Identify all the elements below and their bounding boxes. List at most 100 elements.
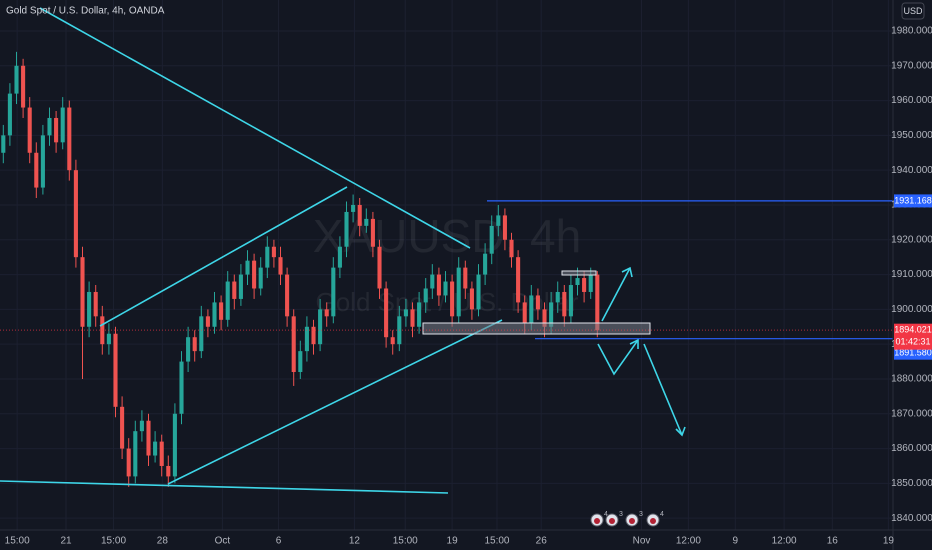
x-tick-label: 15:00 bbox=[484, 536, 509, 547]
x-tick-label: 6 bbox=[276, 536, 282, 547]
candle-body bbox=[291, 316, 296, 373]
candle-body bbox=[542, 309, 547, 327]
watermark: XAUUSD, 4h bbox=[313, 210, 581, 262]
candle-body bbox=[469, 288, 474, 310]
candle-body bbox=[232, 281, 237, 299]
candle-body bbox=[483, 253, 488, 275]
candle-body bbox=[417, 302, 422, 327]
trend-line bbox=[39, 7, 471, 249]
candle-body bbox=[271, 246, 276, 258]
drawings bbox=[0, 7, 686, 494]
x-tick-label: 12 bbox=[349, 536, 361, 547]
event-flag[interactable] bbox=[609, 518, 615, 524]
chart-title: Gold Spot / U.S. Dollar, 4h, OANDA bbox=[6, 6, 165, 17]
y-tick-label: 1880.000 bbox=[891, 374, 932, 385]
event-count[interactable]: 3 bbox=[619, 511, 623, 518]
y-tick-label: 1840.000 bbox=[891, 513, 932, 524]
candle-body bbox=[331, 267, 336, 317]
candle-body bbox=[496, 215, 501, 226]
candle-body bbox=[172, 413, 177, 477]
y-tick-label: 1970.000 bbox=[891, 60, 932, 71]
candle-body bbox=[225, 281, 230, 320]
candle-body bbox=[370, 218, 375, 247]
candle-body bbox=[337, 246, 342, 268]
zone-box bbox=[561, 270, 597, 276]
candle-body bbox=[80, 257, 85, 327]
arrow bbox=[597, 339, 639, 376]
y-tick-label: 1870.000 bbox=[891, 408, 932, 419]
candle-body bbox=[384, 288, 389, 338]
candle-body bbox=[535, 295, 540, 310]
candle-body bbox=[7, 93, 12, 136]
x-tick-label: 26 bbox=[536, 536, 548, 547]
candle-body bbox=[509, 239, 514, 258]
candle-body bbox=[403, 309, 408, 317]
candle-body bbox=[443, 281, 448, 296]
candle-body bbox=[192, 337, 197, 352]
candle-body bbox=[106, 333, 111, 345]
candle-body bbox=[238, 274, 243, 299]
candle-body bbox=[205, 316, 210, 327]
arrow bbox=[643, 343, 683, 436]
candle-body bbox=[588, 274, 593, 292]
y-tick-label: 1900.000 bbox=[891, 304, 932, 315]
x-tick-label: 28 bbox=[157, 536, 169, 547]
arrow bbox=[601, 267, 631, 322]
candle-body bbox=[285, 274, 290, 317]
candle-body bbox=[582, 278, 587, 292]
candle-body bbox=[489, 225, 494, 254]
candle-body bbox=[186, 337, 191, 362]
candle-body bbox=[179, 361, 184, 414]
candle-body bbox=[73, 170, 78, 258]
candle-body bbox=[595, 274, 600, 331]
y-tick-label: 1980.000 bbox=[891, 26, 932, 37]
candle-body bbox=[410, 309, 415, 327]
candle-body bbox=[67, 107, 72, 171]
x-tick-label: Oct bbox=[215, 536, 231, 547]
x-tick-label: 15:00 bbox=[5, 536, 30, 547]
event-flag[interactable] bbox=[650, 518, 656, 524]
event-flag[interactable] bbox=[629, 518, 635, 524]
candle-body bbox=[87, 291, 92, 327]
candle-body bbox=[47, 117, 52, 136]
arrow-head bbox=[675, 426, 686, 437]
countdown: 01:42:31 bbox=[895, 337, 930, 347]
last-price-label: 1894.021 bbox=[894, 325, 932, 335]
candle-body bbox=[245, 260, 250, 275]
candle-body bbox=[377, 246, 382, 289]
candle-body bbox=[1, 135, 6, 153]
candle-body bbox=[463, 267, 468, 289]
event-flag[interactable] bbox=[594, 518, 600, 524]
event-count[interactable]: 4 bbox=[660, 511, 664, 518]
candle-body bbox=[14, 65, 19, 94]
candle-body bbox=[21, 65, 26, 108]
y-tick-label: 1910.000 bbox=[891, 269, 932, 280]
currency-box[interactable] bbox=[901, 2, 925, 20]
event-count[interactable]: 3 bbox=[639, 511, 643, 518]
y-tick-label: 1920.000 bbox=[891, 234, 932, 245]
candle-body bbox=[153, 441, 158, 456]
candle-body bbox=[60, 107, 65, 143]
candle-body bbox=[318, 309, 323, 345]
y-tick-label: 1950.000 bbox=[891, 130, 932, 141]
candle-body bbox=[304, 326, 309, 352]
event-count[interactable]: 4 bbox=[604, 511, 608, 518]
candle-body bbox=[357, 204, 362, 226]
y-tick-label: 1860.000 bbox=[891, 443, 932, 454]
x-tick-label: 15:00 bbox=[393, 536, 418, 547]
candle-body bbox=[93, 291, 98, 317]
x-tick-label: 12:00 bbox=[676, 536, 701, 547]
candle-body bbox=[430, 274, 435, 289]
candle-body bbox=[502, 215, 507, 240]
candle-body bbox=[159, 441, 164, 466]
candle-body bbox=[311, 326, 316, 345]
candle-body bbox=[529, 295, 534, 324]
candle-body bbox=[351, 204, 356, 212]
candle-body bbox=[166, 465, 171, 477]
x-tick-label: 19 bbox=[883, 536, 895, 547]
trend-line bbox=[167, 319, 503, 485]
currency[interactable]: USD bbox=[903, 6, 923, 16]
candle-body bbox=[450, 281, 455, 317]
candle-body bbox=[34, 152, 39, 188]
